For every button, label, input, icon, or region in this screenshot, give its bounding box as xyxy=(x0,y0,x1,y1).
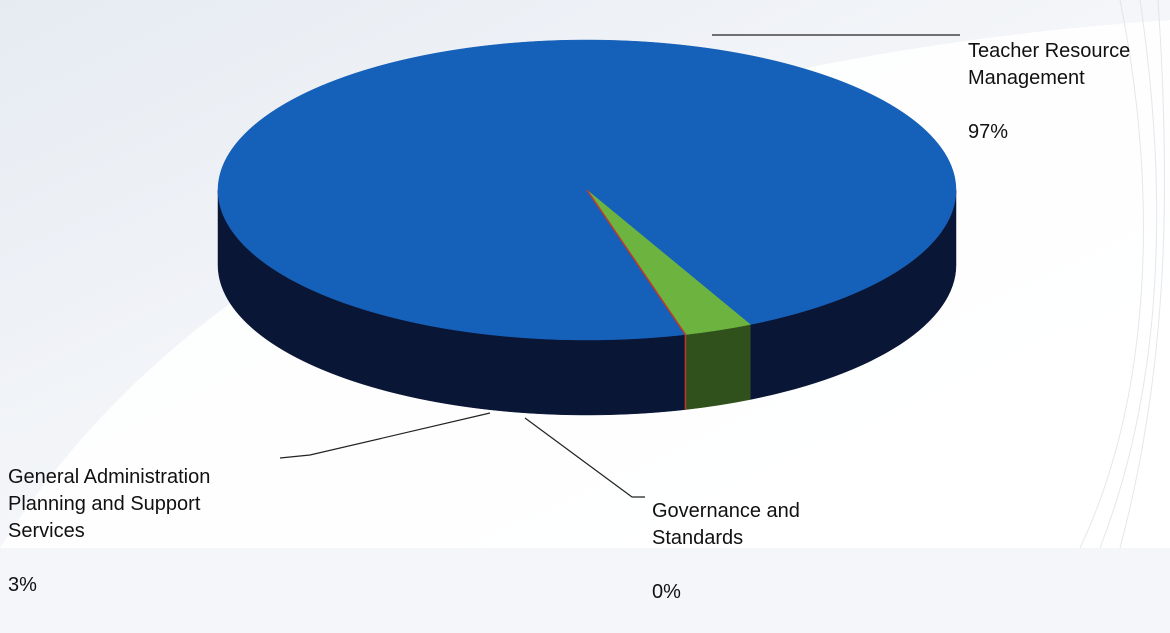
label-governance-and-standards: Governance and Standards 0% xyxy=(652,471,800,633)
label-governance-and-standards-name: Governance and Standards xyxy=(652,500,800,549)
pie-side-general-administration-planning-and-support-services xyxy=(685,324,751,410)
pie-slice-general-administration-planning-and-support-services xyxy=(586,189,751,335)
label-teacher-resource-management-name: Teacher Resource Management xyxy=(968,40,1131,89)
leader-lines xyxy=(279,34,960,498)
label-teacher-resource-management: Teacher Resource Management 97% xyxy=(968,11,1130,173)
label-teacher-resource-management-pct: 97% xyxy=(968,121,1009,143)
pie-slice-governance-and-standards xyxy=(586,189,687,335)
pie-tops xyxy=(217,39,957,410)
leader-governance-and-standards xyxy=(524,417,645,498)
label-governance-and-standards-pct: 0% xyxy=(652,581,681,603)
pie-chart xyxy=(217,34,960,498)
label-general-administration-pct: 3% xyxy=(8,574,37,596)
label-general-administration-name: General Administration Planning and Supp… xyxy=(8,466,211,542)
label-general-administration: General Administration Planning and Supp… xyxy=(8,437,210,626)
leader-general-administration xyxy=(279,412,491,459)
